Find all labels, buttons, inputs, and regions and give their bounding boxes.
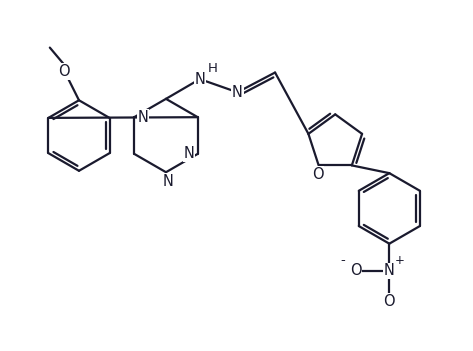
Text: O: O (58, 64, 70, 79)
Text: N: N (137, 110, 148, 125)
Text: N: N (232, 85, 243, 100)
Text: N: N (194, 72, 205, 87)
Text: -: - (340, 254, 345, 267)
Text: O: O (384, 294, 395, 309)
Text: +: + (395, 254, 404, 267)
Text: H: H (208, 62, 218, 75)
Text: N: N (384, 264, 395, 278)
Text: O: O (312, 167, 324, 182)
Text: O: O (350, 264, 361, 278)
Text: N: N (184, 146, 195, 161)
Text: N: N (163, 174, 174, 189)
